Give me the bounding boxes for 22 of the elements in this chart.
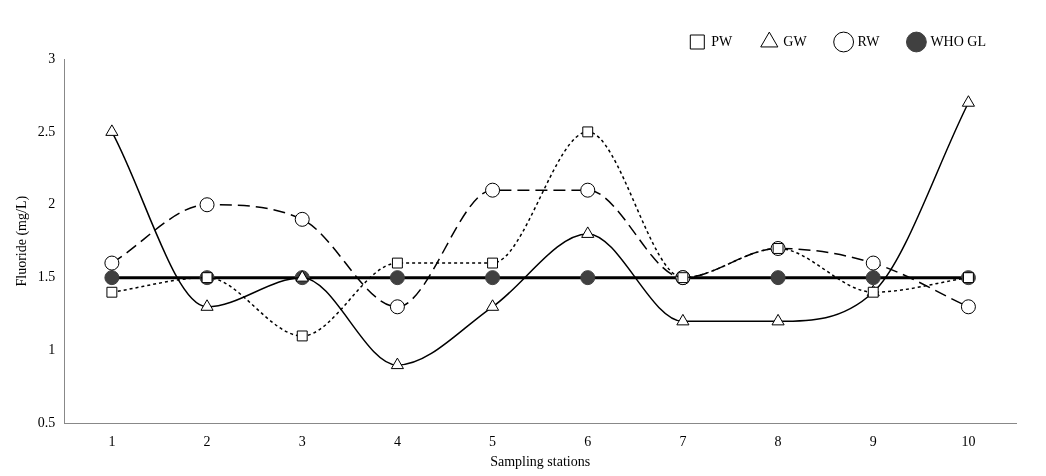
y-tick-label: 3 <box>48 50 56 66</box>
x-tick-label: 7 <box>679 434 687 450</box>
y-tick-label: 2.5 <box>37 123 56 139</box>
x-tick-label: 9 <box>869 434 877 450</box>
legend-label: WHO GL <box>930 33 987 49</box>
y-tick-label: 1.5 <box>37 269 56 285</box>
x-tick-label: 5 <box>489 434 497 450</box>
y-tick-label: 2 <box>48 196 56 212</box>
y-axis-title: Fluoride (mg/L) <box>14 195 31 287</box>
legend-label: PW <box>711 33 734 49</box>
y-tick-label: 1 <box>48 342 56 358</box>
x-tick-label: 8 <box>774 434 782 450</box>
x-axis-title: Sampling stations <box>490 454 591 470</box>
x-tick-label: 1 <box>108 434 116 450</box>
x-tick-label: 3 <box>298 434 306 450</box>
x-tick-label: 4 <box>393 434 401 450</box>
legend-label: GW <box>783 33 808 49</box>
y-tick-label: 0.5 <box>37 415 56 431</box>
legend-label: RW <box>857 33 881 49</box>
x-tick-label: 2 <box>203 434 211 450</box>
x-tick-label: 6 <box>584 434 592 450</box>
x-tick-label: 10 <box>961 434 976 450</box>
